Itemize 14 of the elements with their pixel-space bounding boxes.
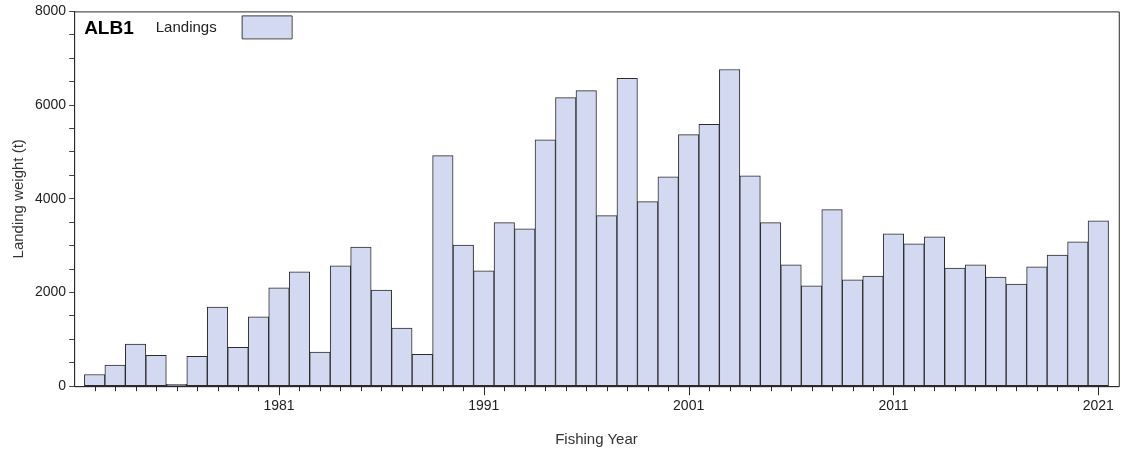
chart-title: ALB1: [84, 16, 135, 38]
y-tick-label: 0: [58, 377, 67, 394]
x-tick-label: 2011: [878, 397, 909, 414]
legend-label: Landings: [155, 17, 217, 35]
x-axis-title: Fishing Year: [555, 430, 638, 448]
x-tick-label: 2021: [1082, 397, 1115, 414]
x-tick-label: 1981: [263, 397, 295, 414]
y-tick-label: 4000: [34, 189, 67, 206]
y-tick-label: 6000: [34, 95, 67, 112]
y-axis-title: Landing weight (t): [9, 139, 27, 259]
y-tick-label: 2000: [34, 283, 67, 300]
y-tick-label: 8000: [34, 2, 67, 19]
x-tick-label: 1991: [468, 397, 500, 414]
x-tick-label: 2001: [673, 397, 705, 414]
